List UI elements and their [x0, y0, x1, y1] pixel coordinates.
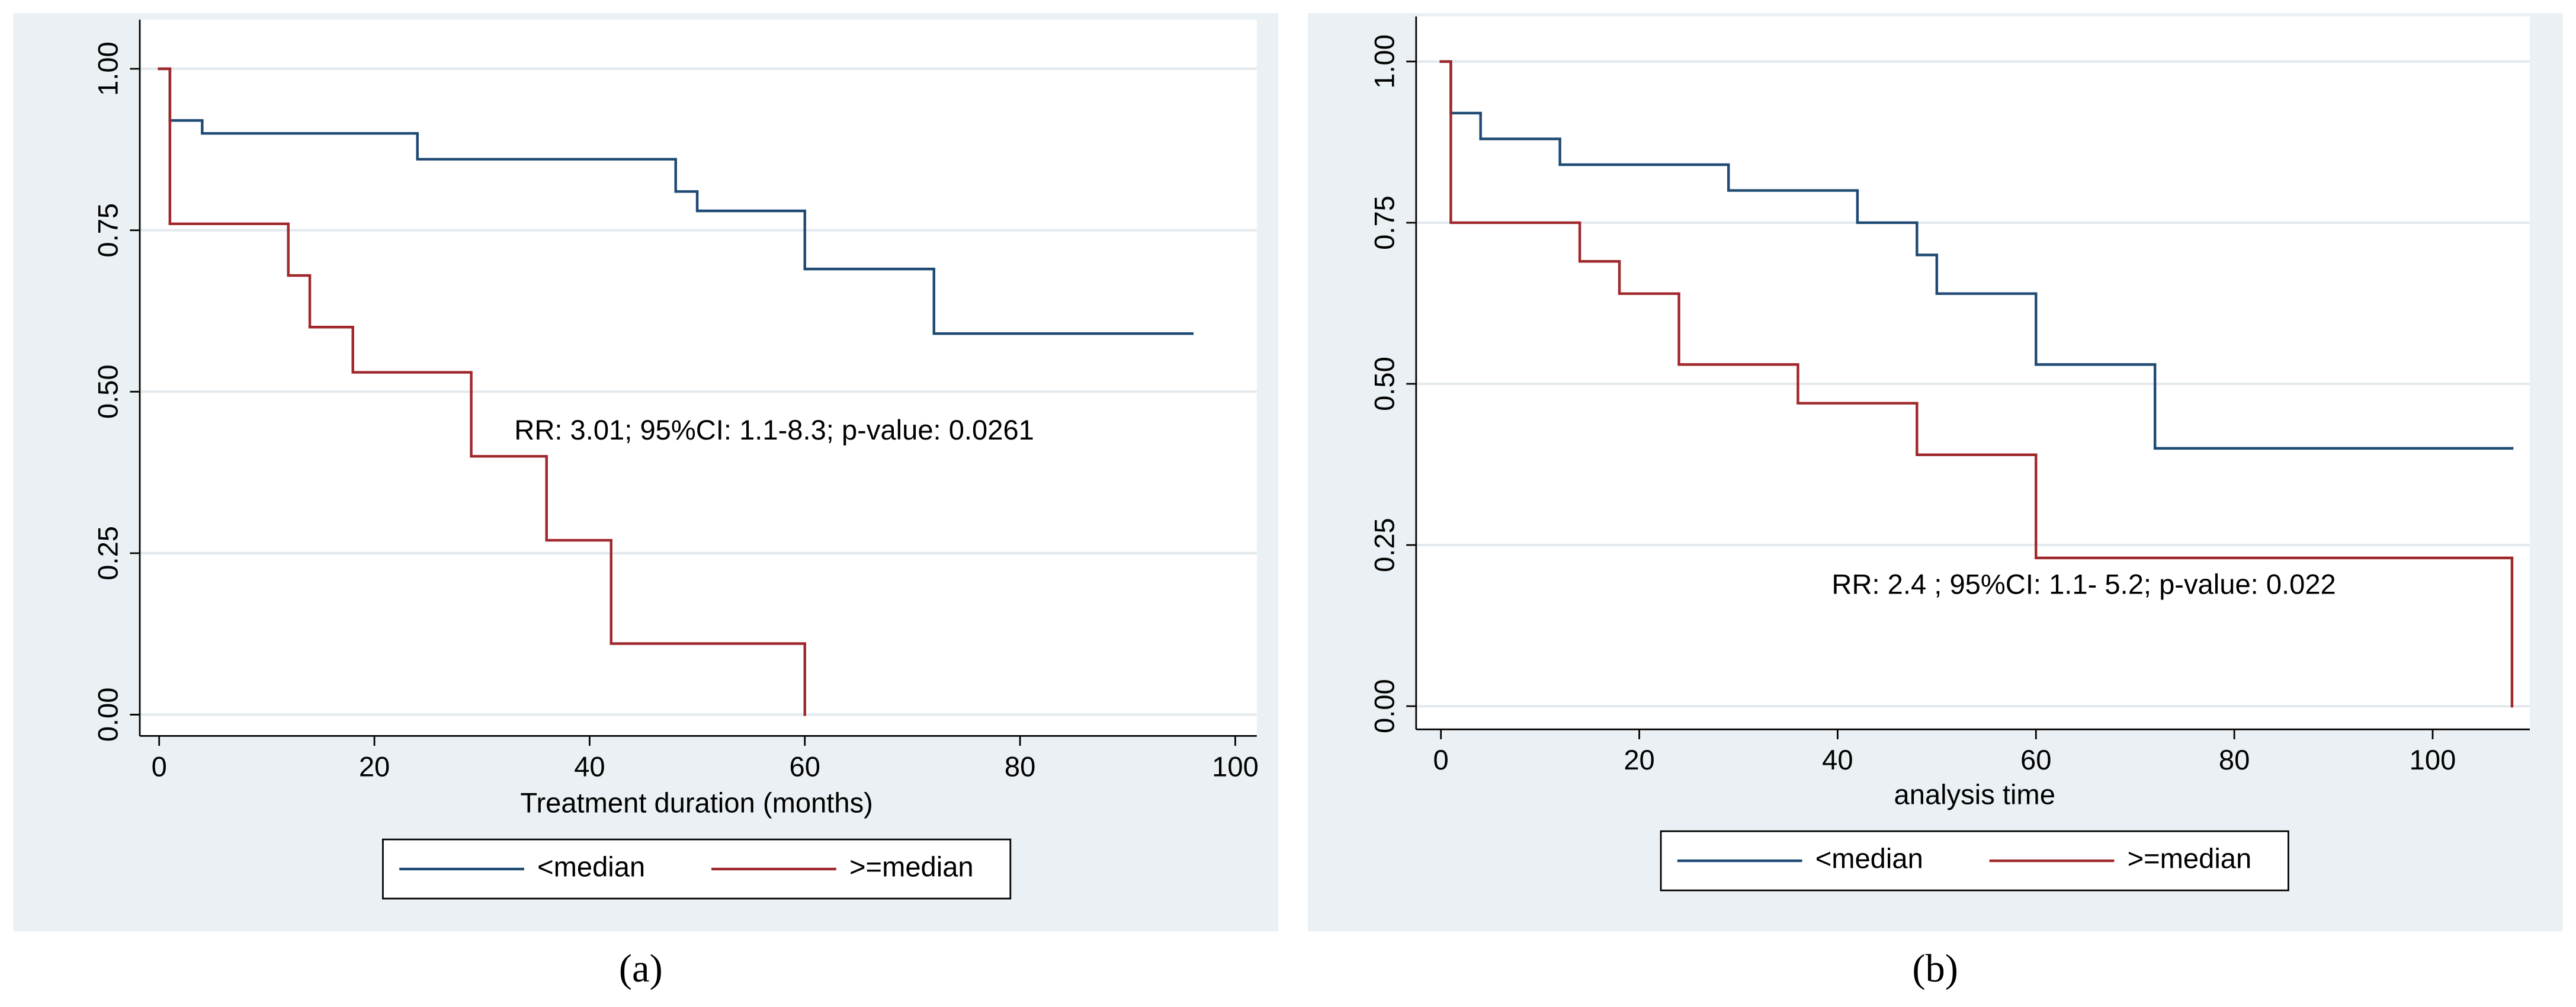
- x-tick-label: 60: [790, 751, 820, 782]
- caption: (a): [619, 947, 663, 990]
- x-tick-label: 80: [2219, 744, 2250, 775]
- y-tick-label: 0.00: [92, 688, 124, 742]
- legend-label: >=median: [2128, 843, 2252, 874]
- x-tick-label: 60: [2020, 744, 2051, 775]
- x-tick-label: 20: [1624, 744, 1654, 775]
- y-tick-label: 1.00: [92, 41, 124, 96]
- y-tick-label: 1.00: [1368, 34, 1400, 89]
- plot-area: [1416, 16, 2530, 730]
- legend-label: <median: [1815, 843, 1923, 874]
- legend-label: <median: [537, 851, 645, 883]
- y-tick-label: 0.50: [1368, 357, 1400, 411]
- y-tick-label: 0.25: [1368, 518, 1400, 572]
- caption: (b): [1912, 947, 1958, 990]
- y-tick-label: 0.75: [1368, 195, 1400, 250]
- y-tick-label: 0.25: [92, 526, 124, 581]
- x-tick-label: 0: [1433, 744, 1449, 775]
- annotation: RR: 2.4 ; 95%CI: 1.1- 5.2; p-value: 0.02…: [1831, 569, 2336, 600]
- x-tick-label: 80: [1005, 751, 1035, 782]
- y-tick-label: 0.50: [92, 364, 124, 419]
- x-tick-label: 40: [1822, 744, 1853, 775]
- y-tick-label: 0.00: [1368, 679, 1400, 733]
- x-axis-label: Treatment duration (months): [520, 787, 872, 818]
- annotation: RR: 3.01; 95%CI: 1.1-8.3; p-value: 0.026…: [514, 414, 1034, 445]
- x-tick-label: 100: [1212, 751, 1259, 782]
- x-tick-label: 0: [152, 751, 167, 782]
- plot-area: [140, 20, 1257, 736]
- y-tick-label: 0.75: [92, 203, 124, 258]
- x-tick-label: 40: [574, 751, 605, 782]
- legend-label: >=median: [849, 851, 974, 883]
- x-tick-label: 20: [359, 751, 390, 782]
- x-axis-label: analysis time: [1894, 778, 2055, 810]
- x-tick-label: 100: [2410, 744, 2456, 775]
